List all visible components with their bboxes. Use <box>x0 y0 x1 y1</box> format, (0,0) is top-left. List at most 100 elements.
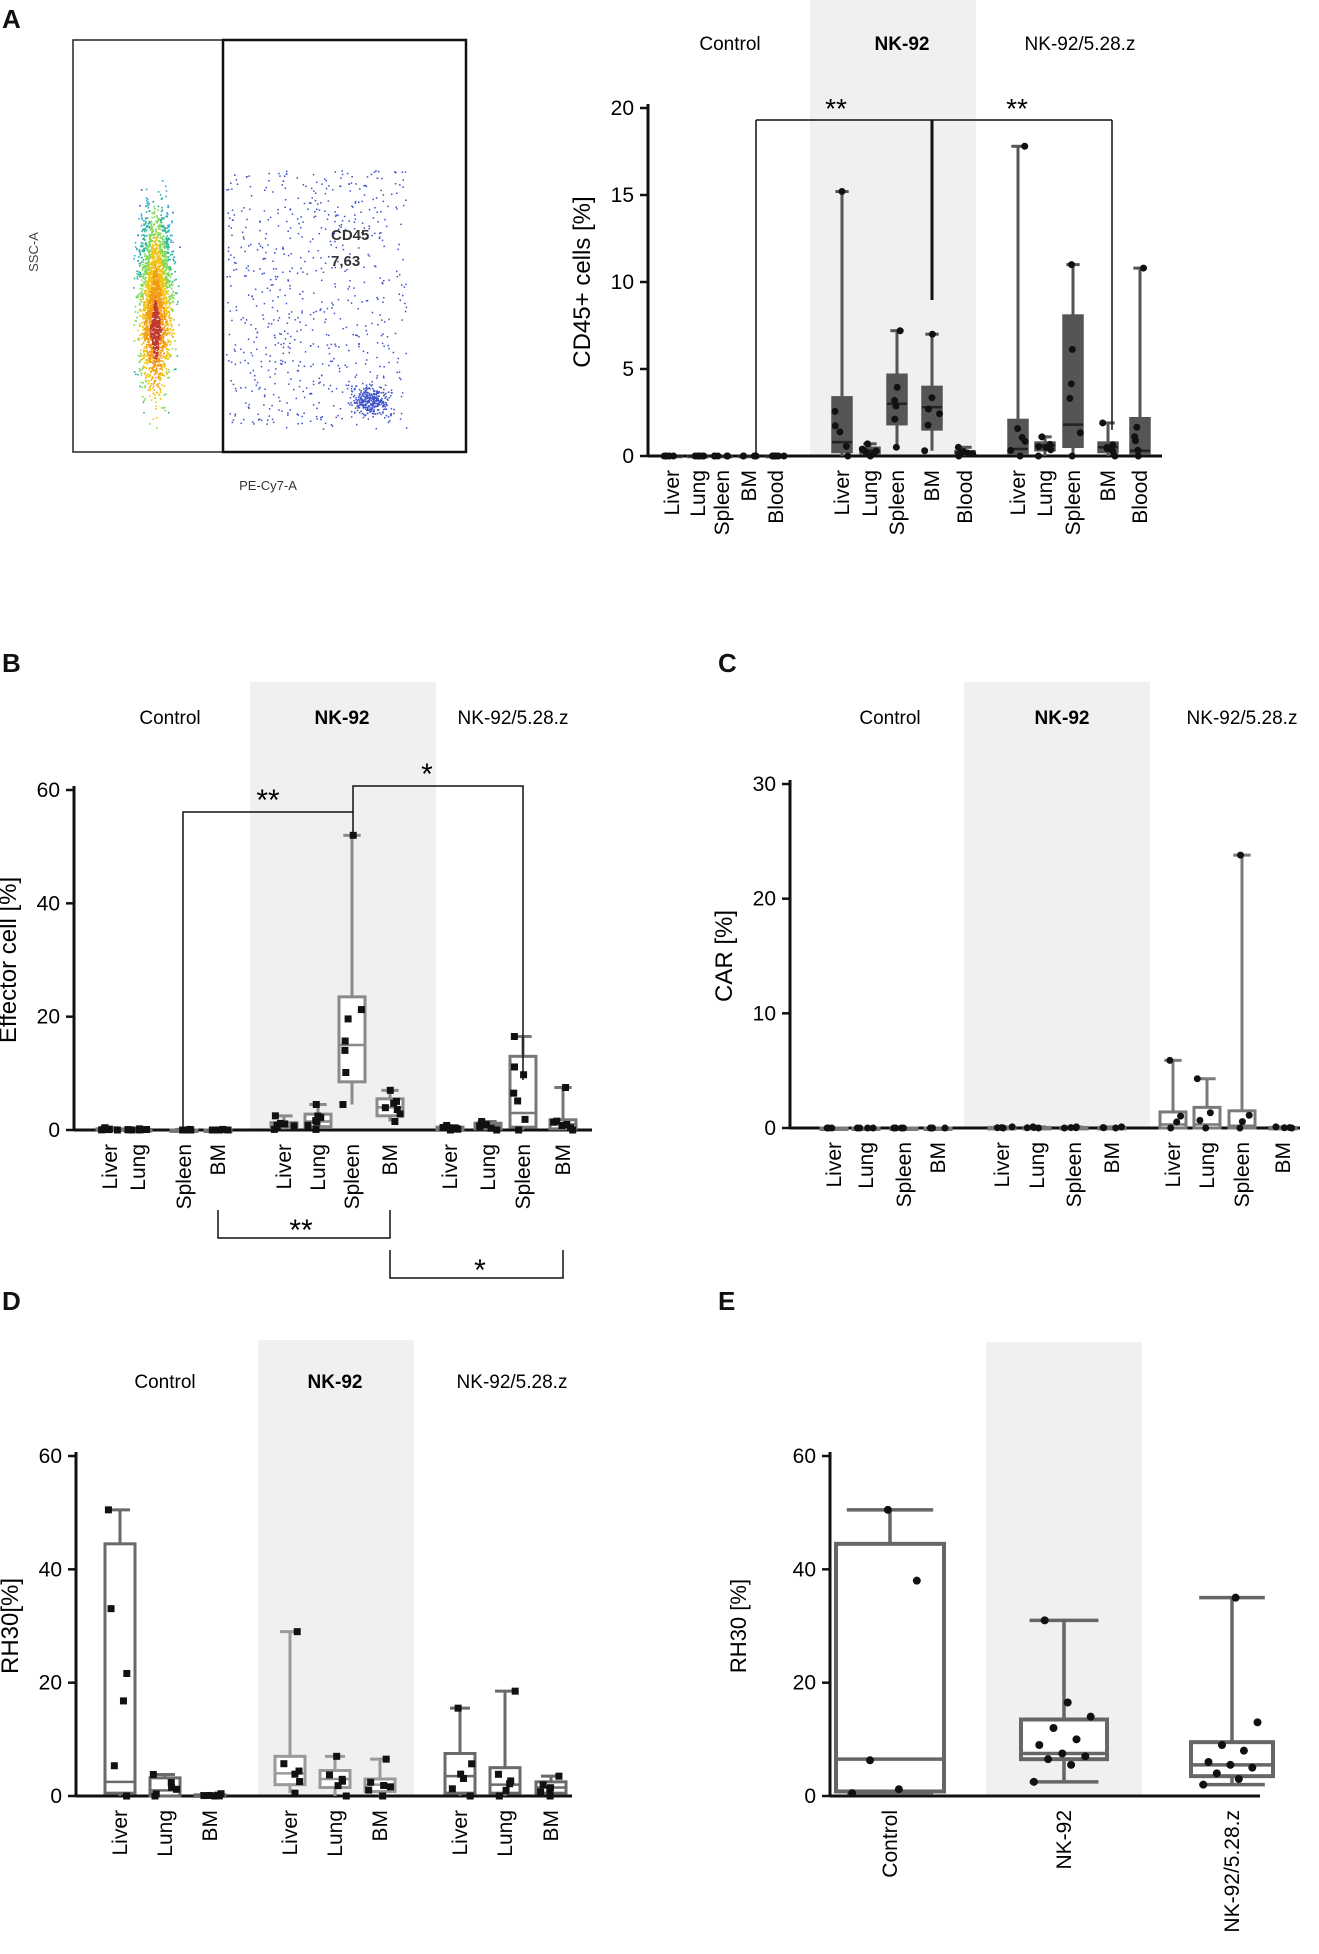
data-point <box>1058 1749 1067 1758</box>
flow-dot <box>158 359 160 362</box>
flow-dot <box>173 297 175 300</box>
flow-dot <box>382 194 385 196</box>
flow-dot <box>165 237 167 239</box>
flow-dot <box>158 308 160 310</box>
flow-dot <box>296 330 298 333</box>
flow-dot <box>377 409 380 411</box>
flow-dot <box>288 383 290 385</box>
flow-dot <box>157 191 160 193</box>
flow-dot <box>152 212 155 215</box>
flow-dot <box>151 300 153 303</box>
flow-dot <box>154 302 156 304</box>
flow-dot <box>158 256 161 259</box>
flow-dot <box>166 281 169 283</box>
flow-dot <box>313 292 315 294</box>
flow-dot <box>166 373 168 375</box>
flow-dot <box>264 394 266 396</box>
flow-dot <box>152 355 154 357</box>
data-point <box>563 1121 571 1129</box>
flow-dot <box>165 241 167 244</box>
flow-dot <box>142 309 144 311</box>
flow-dot <box>155 372 157 375</box>
data-point <box>1047 446 1055 454</box>
x-tick-label: BM <box>199 1810 222 1842</box>
flow-dot <box>250 243 252 246</box>
flow-dot <box>145 256 148 258</box>
flow-dot <box>253 341 255 343</box>
flow-dot <box>140 261 143 263</box>
data-point <box>367 1778 375 1786</box>
flow-dot <box>335 345 337 347</box>
flow-dot <box>144 316 146 318</box>
flow-dot <box>164 287 166 290</box>
flow-dot <box>163 406 166 409</box>
flow-dot <box>161 292 163 295</box>
data-point <box>924 421 932 429</box>
flow-dot <box>162 407 165 409</box>
flow-dot <box>149 250 152 253</box>
flow-dot <box>354 407 357 409</box>
flow-dot <box>255 348 258 351</box>
significance-label: ** <box>256 784 280 817</box>
flow-dot <box>143 274 145 277</box>
flow-dot <box>158 335 161 337</box>
flow-dot <box>160 373 163 375</box>
flow-dot <box>167 377 169 379</box>
flow-dot <box>165 283 168 286</box>
flow-dot <box>135 320 138 322</box>
flow-dot <box>384 397 386 399</box>
flow-dot <box>161 328 163 331</box>
flow-dot <box>163 363 165 366</box>
flow-dot <box>373 405 376 408</box>
flow-dot <box>345 230 348 232</box>
flow-dot <box>139 298 142 301</box>
flow-dot <box>156 333 159 335</box>
flow-dot <box>405 283 407 286</box>
flow-dot <box>149 236 151 239</box>
flow-dot <box>364 184 367 187</box>
flow-dot <box>139 385 141 388</box>
flow-dot <box>351 385 353 387</box>
flow-dot <box>160 261 163 264</box>
flow-dot <box>304 260 306 263</box>
flow-dot <box>315 310 317 313</box>
flow-dot <box>258 243 260 245</box>
flow-dot <box>376 398 378 401</box>
data-point <box>1008 1123 1016 1131</box>
flow-dot <box>280 343 282 346</box>
flow-dot <box>354 218 357 220</box>
flow-dot <box>165 245 168 247</box>
flow-dot <box>171 347 174 350</box>
flow-dot <box>146 363 149 365</box>
flow-dot <box>241 210 243 212</box>
flow-dot <box>369 388 371 390</box>
flow-dot <box>157 285 159 287</box>
data-point <box>454 1704 462 1712</box>
data-point <box>831 407 839 415</box>
flow-dot <box>157 339 160 341</box>
flow-dot <box>149 241 151 243</box>
flow-dot <box>375 396 377 398</box>
flow-dot <box>157 311 160 313</box>
flow-dot <box>366 393 368 395</box>
flow-dot <box>311 197 313 199</box>
flow-dot <box>155 294 158 296</box>
flow-dot <box>363 185 365 187</box>
flow-dot <box>136 273 139 275</box>
flow-dot <box>287 279 289 281</box>
flow-dot <box>165 243 168 245</box>
flow-dot <box>287 414 289 416</box>
flow-dot <box>155 355 158 358</box>
flow-dot <box>158 295 161 298</box>
flow-dot <box>168 229 170 231</box>
flow-dot <box>158 353 161 356</box>
data-point <box>892 402 900 410</box>
flow-dot <box>140 294 142 297</box>
flow-dot <box>149 234 151 236</box>
flow-dot <box>166 279 168 282</box>
flow-dot <box>263 210 266 212</box>
flow-dot <box>142 267 145 270</box>
flow-dot <box>372 217 375 219</box>
flow-dot <box>165 343 167 346</box>
flow-dot <box>334 171 336 173</box>
